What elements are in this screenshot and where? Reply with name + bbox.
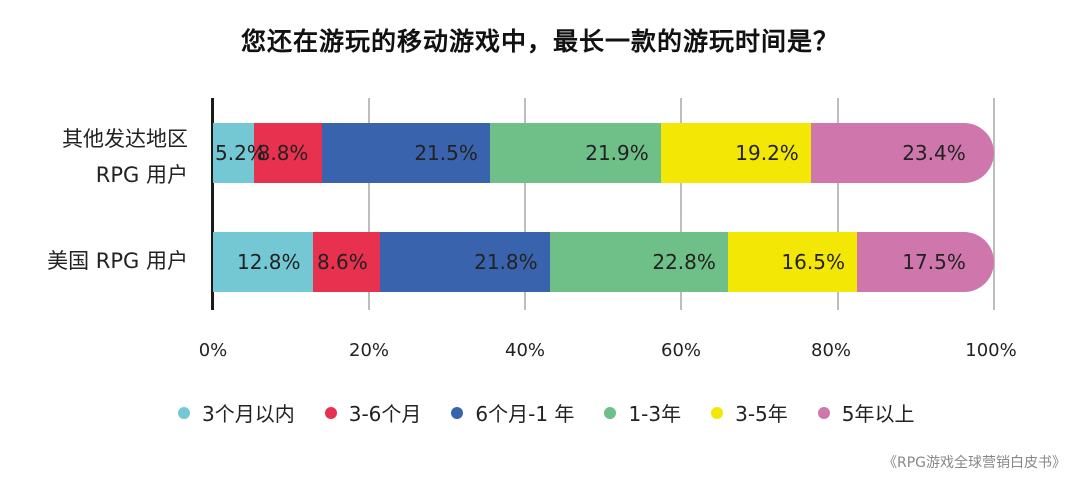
row-label-line: RPG 用户 xyxy=(95,163,188,187)
gridline-20 xyxy=(368,98,370,310)
legend-item: 6个月-1 年 xyxy=(451,398,574,427)
bar-segment: 8.6% xyxy=(312,232,381,292)
x-tick: 60% xyxy=(660,340,702,361)
legend-label: 1-3年 xyxy=(628,402,682,426)
bar-segment: 21.8% xyxy=(380,232,551,292)
legend-item: 3-6个月 xyxy=(324,398,422,427)
gridline-40 xyxy=(524,98,526,310)
legend-label: 3-5年 xyxy=(735,402,788,426)
value-label: 21.9% xyxy=(585,141,649,165)
legend-item: 1-3年 xyxy=(604,398,681,427)
value-label: 12.8% xyxy=(237,250,301,274)
value-label: 21.5% xyxy=(414,141,478,165)
bar-segment: 8.8% xyxy=(253,123,323,183)
row-label-line: 其他发达地区 xyxy=(62,127,188,151)
bar-segment: 5.2% xyxy=(213,123,266,183)
x-tick: 0% xyxy=(198,340,228,361)
y-axis-line xyxy=(211,98,214,310)
bar-segment: 22.8% xyxy=(550,232,729,292)
gridline-100 xyxy=(993,98,995,310)
gridline-80 xyxy=(837,98,839,310)
legend-dot-icon xyxy=(604,406,617,419)
chart-title: 您还在游玩的移动游戏中，最长一款的游玩时间是？ xyxy=(240,27,839,56)
x-tick: 40% xyxy=(504,340,546,361)
bar-us: 12.8% 8.6% 21.8% 22.8% 16.5% 17.5% xyxy=(213,232,994,292)
value-label: 17.5% xyxy=(902,250,966,274)
value-label: 23.4% xyxy=(902,141,966,165)
bar-segment: 19.2% xyxy=(661,123,812,183)
legend-label: 3个月以内 xyxy=(202,402,295,426)
bar-segment: 17.5% xyxy=(857,232,994,292)
bar-segment: 12.8% xyxy=(213,232,313,292)
legend-dot-icon xyxy=(451,406,464,419)
legend-item: 3-5年 xyxy=(711,398,788,427)
legend-label: 5年以上 xyxy=(841,402,915,426)
value-label: 8.6% xyxy=(316,250,368,274)
legend-label: 6个月-1 年 xyxy=(475,402,575,426)
legend-dot-icon xyxy=(711,406,724,419)
bar-segment: 21.5% xyxy=(322,123,491,183)
bar-segment: 16.5% xyxy=(728,232,858,292)
bar-segment: 21.9% xyxy=(490,123,662,183)
gridline-60 xyxy=(680,98,682,310)
row-label-line: 美国 RPG 用户 xyxy=(47,249,188,273)
bar-segment: 23.4% xyxy=(811,123,994,183)
legend-dot-icon xyxy=(178,406,190,419)
legend-dot-icon xyxy=(817,406,830,419)
x-tick: 80% xyxy=(810,340,852,361)
legend-label: 3-6个月 xyxy=(348,402,422,426)
value-label: 5.2% xyxy=(215,141,266,165)
row-label-other-regions: 其他发达地区 RPG 用户 xyxy=(62,124,188,190)
value-label: 19.2% xyxy=(735,141,799,165)
x-tick: 100% xyxy=(965,340,1017,361)
value-label: 21.8% xyxy=(474,250,538,274)
legend-item: 3个月以内 xyxy=(178,398,295,427)
value-label: 22.8% xyxy=(652,250,716,274)
legend-item: 5年以上 xyxy=(817,398,915,427)
row-label-us: 美国 RPG 用户 xyxy=(47,246,188,276)
value-label: 8.8% xyxy=(257,141,309,165)
source-note: 《RPG游戏全球营销白皮书》 xyxy=(882,455,1066,471)
legend: 3个月以内 3-6个月 6个月-1 年 1-3年 3-5年 5年以上 xyxy=(178,398,945,427)
value-label: 16.5% xyxy=(781,250,845,274)
bar-other-regions: 5.2% 8.8% 21.5% 21.9% 19.2% 23.4% xyxy=(213,123,994,183)
x-tick: 20% xyxy=(348,340,390,361)
legend-dot-icon xyxy=(324,406,337,419)
